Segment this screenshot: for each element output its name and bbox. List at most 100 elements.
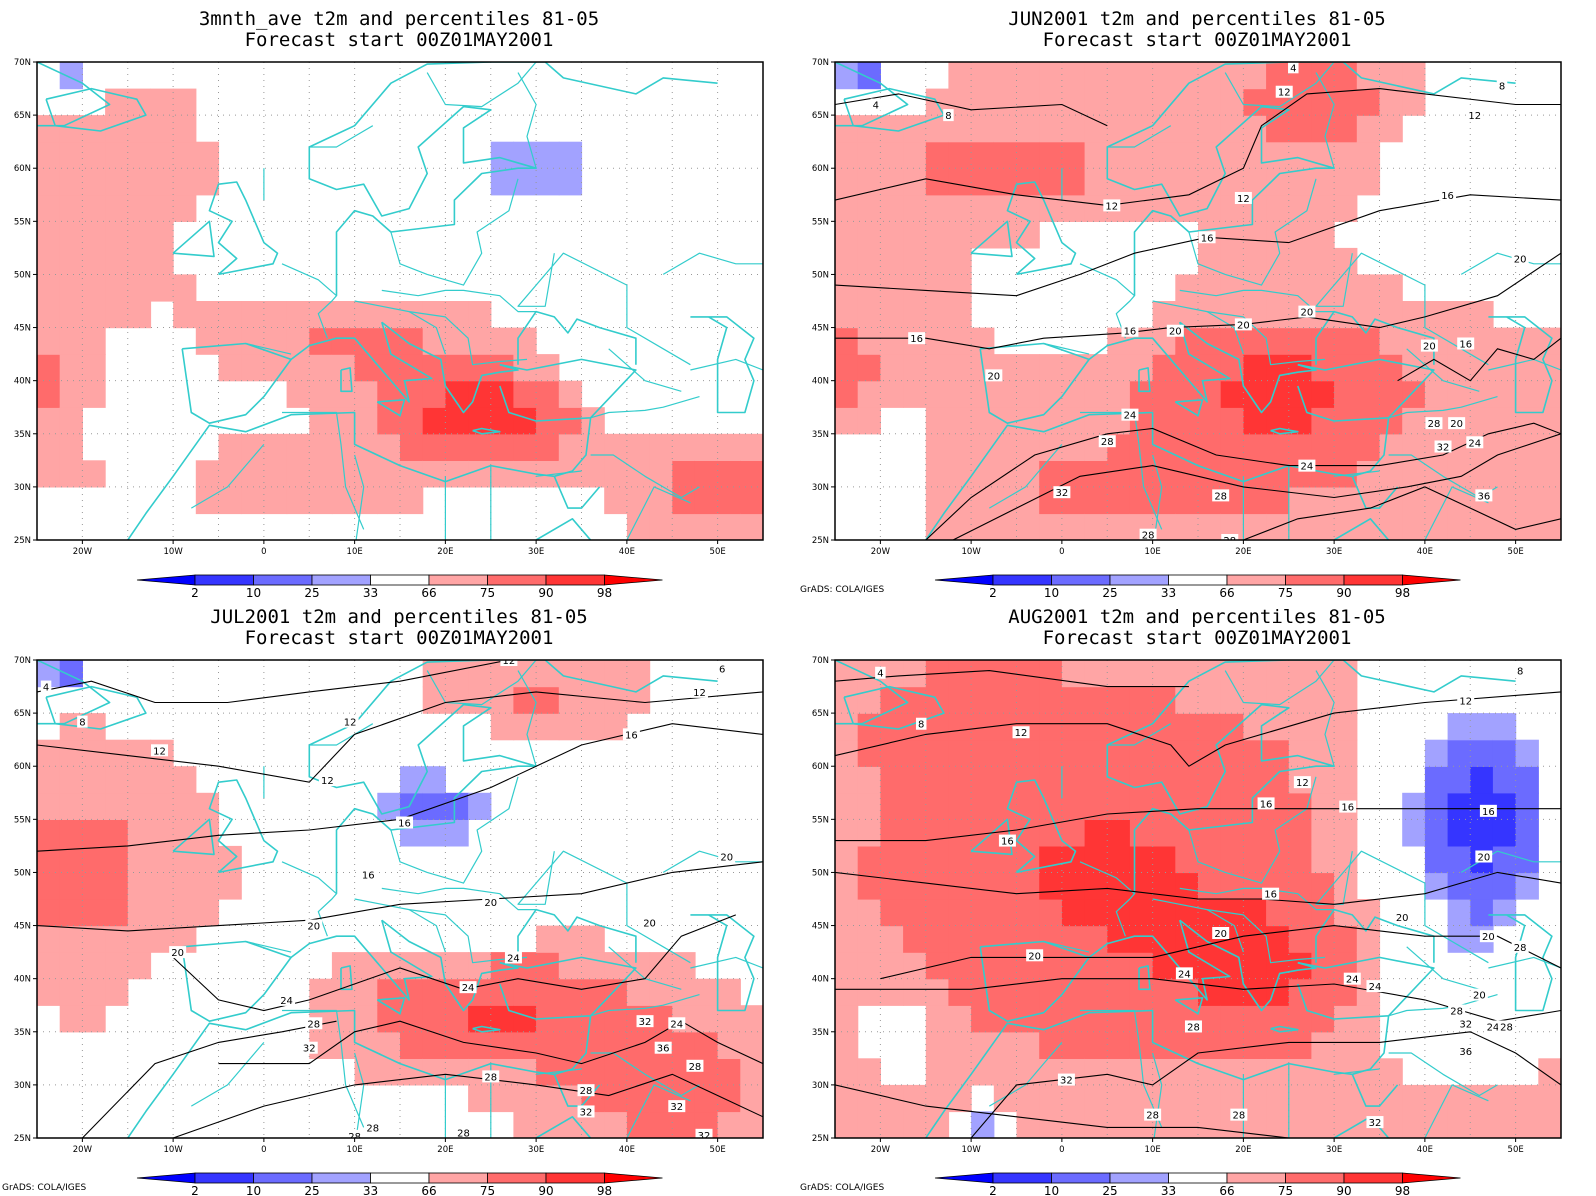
shading-cell [993,1031,1018,1059]
contour-label: 20 [1514,255,1527,266]
shading-cell [717,1058,741,1086]
lat-label: 45N [14,324,31,334]
shading-cell [422,766,446,794]
contour-label: 28 [1101,437,1114,448]
shading-cell [1334,327,1358,355]
shading-cell [1288,407,1313,435]
shading-cell [1334,194,1358,222]
shading-cell [37,460,61,488]
shading-cell [1311,872,1335,900]
shading-cell [1084,925,1108,953]
shading-cell [241,327,265,355]
lon-label: 20W [871,547,891,557]
shading-cell [1107,766,1131,794]
contour-line [925,422,1561,540]
shading-cell [1107,380,1131,408]
shading-cell [1288,899,1313,927]
colorbar-segment [428,574,488,586]
shading-cell [1311,713,1335,741]
shading-cell [717,1111,741,1138]
shading-cell [1447,713,1471,741]
shading-cell [1243,486,1267,515]
shading-cell [1084,513,1108,540]
shading-cell [422,1031,446,1059]
shading-cell [1039,660,1063,688]
shading-cell [105,792,129,820]
shading-cell [1039,1031,1063,1059]
shading-cell [400,301,424,329]
shading-cell [59,952,83,980]
shading-cell [536,925,560,953]
shading-cell [1107,1111,1131,1138]
shading-cell [1061,354,1086,382]
shading-cell [1243,141,1267,169]
contour-label-bg [1511,940,1529,953]
contour-label: 6 [719,664,725,675]
shading-cell [1198,62,1222,90]
shading-cell [857,115,881,143]
contour-label: 20 [1169,327,1182,338]
shading-cell [513,407,537,435]
shading-cell [309,486,333,515]
shading-cell [925,486,950,515]
shading-cell [1107,141,1131,169]
shading-cell [1492,713,1517,741]
shading-cell [1447,872,1471,900]
shading-cell [1220,1084,1244,1113]
shading-cell [1107,1031,1131,1059]
shading-cell [241,354,265,382]
shading-cell [1152,872,1176,900]
shading-cell [1266,486,1290,515]
shading-cell [1243,513,1267,540]
shading-cell [604,1084,628,1113]
shading-cell [948,115,972,143]
contour-label: 28 [1142,531,1155,542]
shading-cell [1016,513,1040,540]
shading-cell [400,792,424,820]
country-border [309,125,374,148]
shading-cell [558,1084,583,1113]
shading-cell [925,301,950,329]
shading-cell [1288,141,1313,169]
shading-cell [971,88,995,116]
shading-cell [1266,1058,1290,1086]
shading-cell [1447,1084,1471,1113]
shading-cell [241,460,265,488]
shading-cell [173,88,197,116]
contour-label: 24 [1178,969,1191,980]
shading-cell [1334,819,1358,847]
shading-cell [1107,952,1131,980]
country-border [1488,956,1561,969]
contour-label: 12 [1015,728,1028,739]
shading-cell [37,819,61,847]
shading-cell [150,141,174,169]
shading-cell [1470,899,1494,927]
shading-cell [1402,301,1426,329]
shading-cell [880,952,904,980]
lon-label: 40E [619,547,635,557]
colorbar-label: 90 [538,586,553,598]
shading-cell [1538,380,1561,408]
shading-cell [1152,686,1176,714]
shading-cell [1039,978,1063,1006]
contour-label-bg [40,680,52,693]
shading-cell [445,819,469,847]
shading-cell [1220,460,1244,488]
shading-cell [604,978,628,1006]
shading-cell [1220,1058,1244,1086]
contour-label-bg [908,332,926,345]
shading-cell [1334,433,1358,461]
shading-cell [1492,845,1517,874]
coastline [1351,1073,1399,1107]
shading-cell [1039,1058,1063,1086]
shading-cell [127,872,152,900]
shading-cell [82,301,106,329]
shading-cell [150,247,174,276]
shading-cell [1016,978,1040,1006]
coastline [979,940,1090,1022]
colorbar-label: 25 [304,586,319,598]
shading-cell [880,354,904,382]
shading-cell [626,460,651,488]
contour-label-bg [1234,318,1252,331]
contour-label: 8 [1517,667,1523,678]
